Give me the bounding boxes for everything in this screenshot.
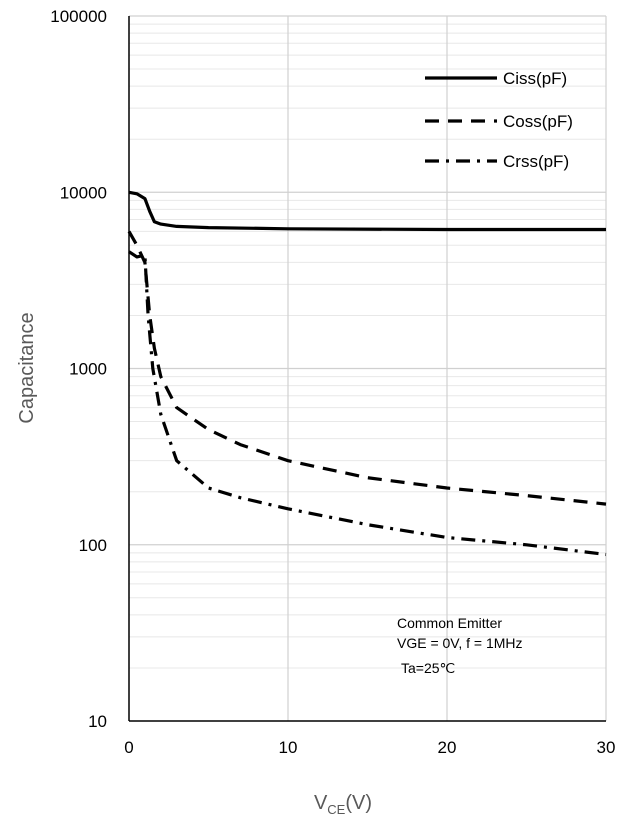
x-tick-label: 0 bbox=[124, 738, 133, 757]
tick-labels: 0 10 20 30 10 100 1000 10000 100000 bbox=[50, 7, 615, 757]
x-axis-title-subscript: CE bbox=[327, 802, 345, 817]
y-tick-label: 100000 bbox=[50, 7, 107, 26]
annotation-line-1: Common Emitter bbox=[397, 615, 502, 631]
x-tick-label: 20 bbox=[438, 738, 457, 757]
y-tick-label: 100 bbox=[79, 536, 107, 555]
y-tick-label: 1000 bbox=[69, 360, 107, 379]
x-tick-label: 30 bbox=[597, 738, 616, 757]
grid-lines bbox=[129, 15, 607, 721]
axes bbox=[128, 16, 606, 722]
annotation: Common Emitter VGE = 0V, f = 1MHz Ta=25℃ bbox=[397, 615, 523, 676]
annotation-line-2: VGE = 0V, f = 1MHz bbox=[397, 635, 523, 651]
legend: Ciss(pF) Coss(pF) Crss(pF) bbox=[425, 69, 573, 171]
legend-label-1: Ciss(pF) bbox=[503, 69, 567, 88]
x-tick-label: 10 bbox=[279, 738, 298, 757]
series-line-3 bbox=[128, 250, 607, 557]
x-axis-title-main: V bbox=[314, 792, 328, 814]
annotation-line-3: Ta=25℃ bbox=[401, 660, 455, 676]
y-tick-label: 10000 bbox=[60, 183, 107, 202]
legend-label-3: Crss(pF) bbox=[503, 152, 569, 171]
series-line-1 bbox=[128, 190, 606, 232]
x-axis-title: VCE(V) bbox=[314, 792, 372, 817]
x-axis-title-unit: (V) bbox=[345, 792, 372, 814]
y-tick-label: 10 bbox=[88, 712, 107, 731]
series-line-2 bbox=[127, 230, 607, 506]
legend-label-2: Coss(pF) bbox=[503, 112, 573, 131]
series-lines bbox=[127, 190, 607, 557]
y-axis-title: Capacitance bbox=[16, 312, 38, 423]
